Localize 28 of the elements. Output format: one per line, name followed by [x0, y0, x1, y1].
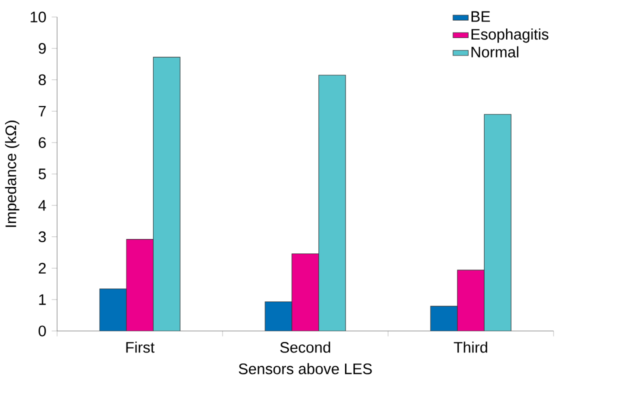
y-tick-label: 6 [38, 137, 46, 148]
bar [318, 74, 346, 332]
x-axis-title: Sensors above LES [238, 363, 372, 374]
bar [430, 306, 458, 332]
y-axis-title: Impedance (kΩ) [5, 120, 20, 228]
y-tick-label: 4 [38, 200, 46, 211]
bar [292, 254, 320, 332]
x-tick-label: Third [454, 342, 488, 353]
y-tick-label: 3 [38, 232, 46, 242]
bar [126, 239, 154, 332]
y-tick-label: 2 [38, 263, 46, 274]
y-tick-label: 5 [38, 168, 46, 180]
legend-label: Normal [472, 46, 518, 58]
y-tick-label: 1 [39, 294, 46, 305]
legend-label: BE [472, 11, 490, 22]
y-tick-label: 0 [38, 326, 46, 337]
y-tick-label: 10 [30, 12, 46, 23]
bar [264, 302, 292, 332]
legend-label: Esophagitis [472, 28, 548, 43]
x-tick-label: First [126, 342, 154, 353]
bar [457, 270, 485, 332]
bar [484, 114, 512, 332]
y-tick-label: 9 [38, 43, 46, 54]
y-tick-label: 8 [38, 74, 46, 86]
y-tick-label: 7 [38, 106, 46, 117]
x-tick-label: Second [280, 342, 330, 353]
bar [99, 288, 127, 332]
bar [152, 57, 180, 332]
